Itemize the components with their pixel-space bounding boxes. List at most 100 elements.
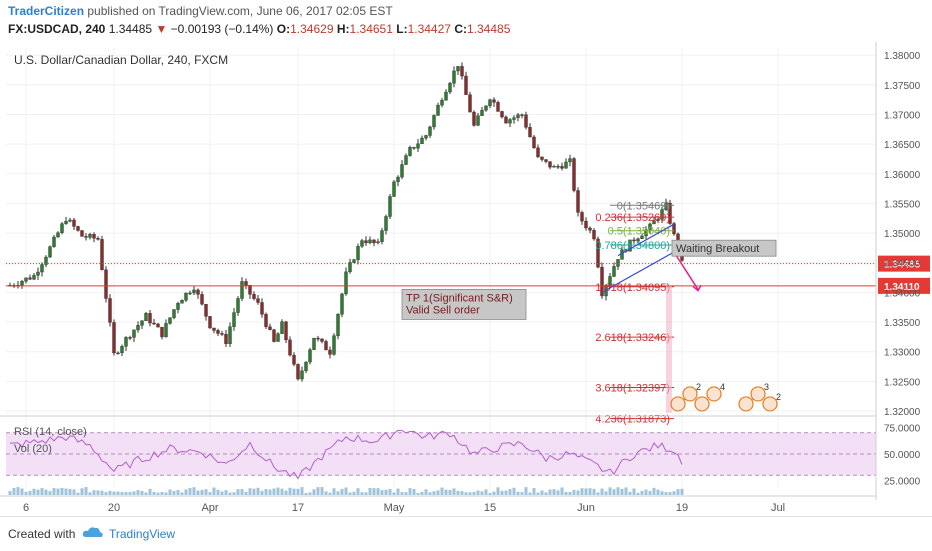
volume-bar (128, 491, 132, 495)
volume-bar (300, 487, 304, 495)
price-chart[interactable]: 1.34485 1.34110 0(1.35469)0.236(1.35269) 0.… (0, 42, 932, 516)
tradingview-link[interactable]: TradingView (109, 527, 176, 541)
price-tick-label: 1.33000 (884, 348, 921, 359)
candle-body (76, 226, 80, 231)
candle-body (600, 266, 604, 297)
volume-bar (324, 491, 328, 495)
candle-body (60, 223, 64, 233)
volume-bar (284, 490, 288, 495)
candle-body (428, 126, 432, 136)
candle-body (176, 303, 180, 310)
tp-annotation-line: TP 1(Significant S&R) (406, 292, 513, 304)
candle-body (332, 335, 336, 355)
volume-bar (364, 492, 368, 495)
volume-bar (80, 488, 84, 495)
volume-bar (100, 490, 104, 495)
volume-bar (340, 489, 344, 495)
volume-bar (544, 492, 548, 495)
high-value: 1.34651 (349, 22, 393, 36)
high-label: H: (336, 22, 350, 36)
candle-body (644, 229, 648, 237)
economic-event-count: 3 (764, 382, 769, 392)
volume-bar (400, 492, 404, 495)
candle-body (168, 317, 172, 324)
candle-body (80, 230, 84, 237)
candle-body (584, 220, 588, 229)
candle-body (312, 337, 316, 350)
candle-body (472, 111, 476, 126)
candle-body (232, 312, 236, 327)
candle-body (580, 212, 584, 222)
volume-bar (256, 487, 260, 495)
candle-body (84, 236, 88, 238)
price-tick-label: 1.34500 (884, 259, 921, 270)
candle-body (660, 209, 664, 220)
candle-body (48, 246, 52, 258)
candle-body (184, 292, 188, 301)
rsi-line (9, 429, 683, 480)
candle-body (40, 264, 44, 273)
volume-bar (464, 492, 468, 495)
candle-body (628, 239, 632, 252)
candle-body (340, 293, 344, 315)
volume-bar (16, 487, 20, 495)
candle-body (124, 337, 128, 347)
volume-bar (472, 491, 476, 495)
volume-bar (568, 491, 572, 495)
candle-body (96, 238, 100, 240)
candle-body (608, 276, 612, 286)
candle-body (396, 176, 400, 183)
candle-body (92, 234, 96, 239)
volume-bar (380, 490, 384, 495)
fib-level-label: 0(1.35469) (617, 200, 670, 212)
volume-bar (348, 492, 352, 495)
volume-bar (596, 492, 600, 495)
volume-bar (32, 488, 36, 495)
volume-bar (456, 490, 460, 495)
candle-body (544, 159, 548, 162)
candle-body (20, 280, 24, 286)
volume-bar (228, 492, 232, 495)
candle-body (448, 83, 452, 93)
rsi-tick-label: 25.0000 (884, 477, 921, 488)
volume-bar (480, 491, 484, 495)
candle-body (248, 285, 252, 295)
candle-body (432, 115, 436, 128)
chart-title: U.S. Dollar/Canadian Dollar, 240, FXCM (14, 53, 228, 67)
candle-body (320, 338, 324, 342)
candle-body (664, 202, 668, 210)
volume-bar (232, 492, 236, 495)
candle-body (568, 158, 572, 163)
volume-bar (152, 491, 156, 495)
rsi-tick-label: 50.0000 (884, 450, 921, 461)
candle-body (56, 232, 60, 238)
economic-event-count: 2 (696, 382, 701, 392)
candle-body (504, 116, 508, 124)
volume-bar (628, 491, 632, 495)
volume-bar (204, 489, 208, 495)
volume-bar (512, 487, 516, 495)
author-link[interactable]: TraderCitizen (8, 4, 85, 18)
candle-body (388, 196, 392, 217)
candle-body (532, 136, 536, 149)
candle-body (376, 241, 380, 244)
volume-bar (104, 492, 108, 495)
volume-bar (516, 491, 520, 495)
candle-body (492, 99, 496, 103)
economic-event-icon (682, 386, 698, 402)
candle-body (636, 238, 640, 242)
candle-body (372, 239, 376, 244)
volume-bar (532, 488, 536, 495)
time-tick-label: 19 (676, 502, 688, 514)
candle-body (436, 104, 440, 116)
volume-bar (528, 492, 532, 495)
publish-info: published on TradingView.com, June 06, 2… (87, 4, 393, 18)
volume-bar (392, 492, 396, 495)
candle-body (476, 115, 480, 126)
candle-body (548, 161, 552, 168)
volume-bar (276, 487, 280, 495)
volume-bar (368, 487, 372, 495)
candle-body (616, 259, 620, 267)
volume-bar (388, 488, 392, 495)
volume-bar (360, 492, 364, 495)
